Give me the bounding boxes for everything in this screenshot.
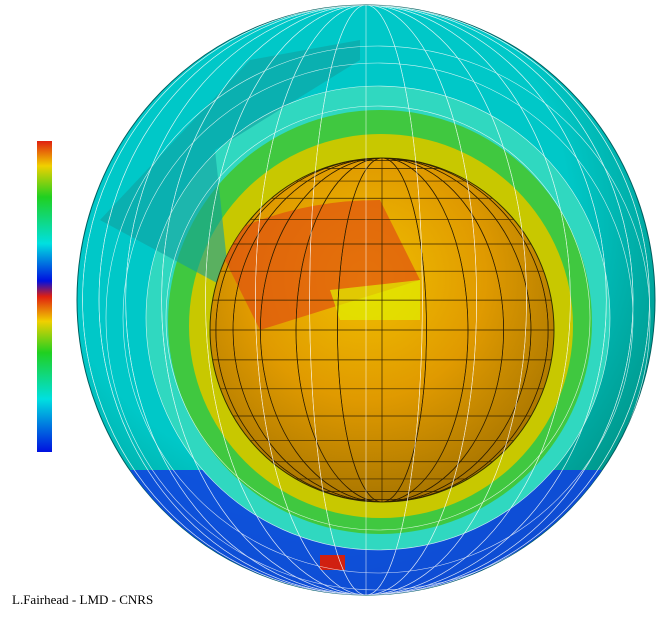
shell-meridian: [255, 5, 477, 595]
shell-ring: [165, 105, 591, 531]
warm-region: [215, 200, 420, 330]
shell-meridian: [98, 5, 634, 595]
credit: L.Fairhead - LMD - CNRS: [12, 592, 153, 607]
cutaway: [100, 40, 360, 290]
shell-ring: [145, 85, 611, 551]
color-bar: [37, 141, 52, 452]
red-cell: [320, 555, 345, 570]
shell-grid: [82, 5, 651, 595]
shell-meridian: [205, 5, 527, 595]
shell-meridian: [309, 5, 423, 595]
shell-meridian: [125, 5, 607, 595]
shell-meridian: [161, 5, 571, 595]
shell-ring: [105, 45, 651, 591]
shell-ring: [122, 62, 634, 574]
